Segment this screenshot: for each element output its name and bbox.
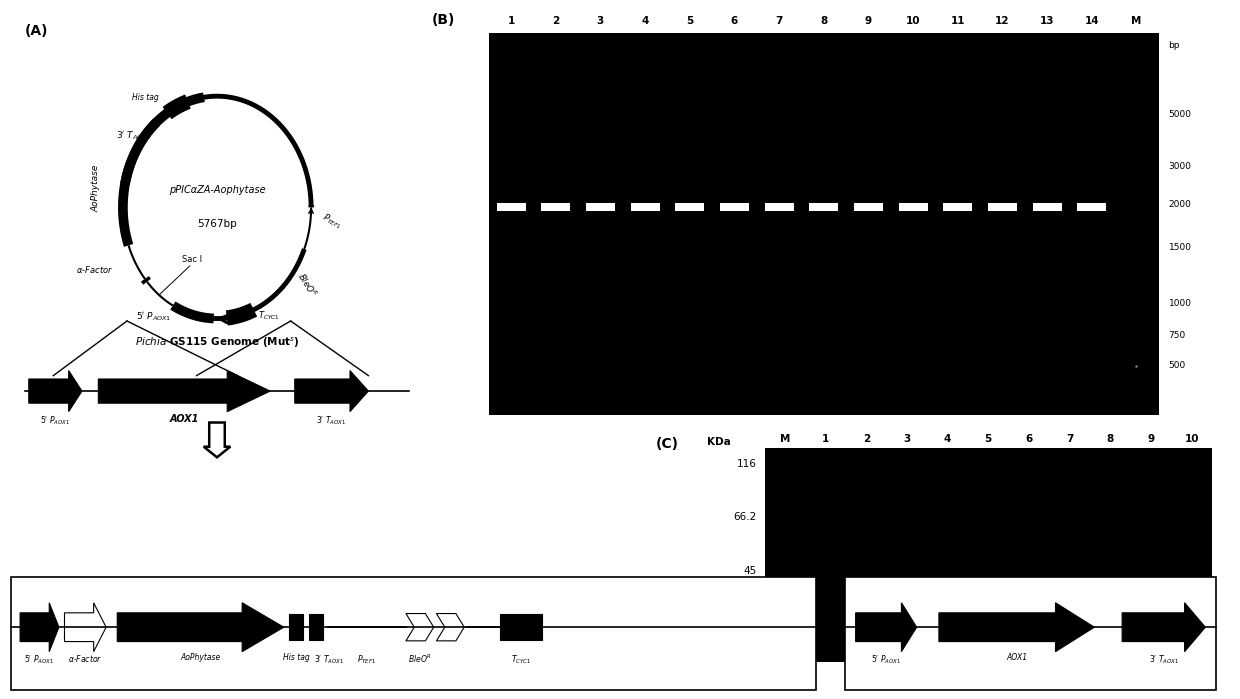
Text: KDa: KDa	[707, 437, 732, 447]
Bar	[289, 614, 304, 640]
Bar	[489, 33, 1158, 415]
Text: 9: 9	[864, 16, 872, 27]
Bar	[844, 577, 1216, 690]
Bar	[854, 203, 883, 211]
Text: 6: 6	[730, 16, 738, 27]
Text: (B): (B)	[432, 13, 455, 27]
Text: $P_{TEF1}$: $P_{TEF1}$	[320, 211, 345, 232]
Text: $\it{Pichia}$ GS115 Genome (Mut$^s$): $\it{Pichia}$ GS115 Genome (Mut$^s$)	[135, 336, 299, 350]
Text: $5'\ P_{AOX1}$: $5'\ P_{AOX1}$	[25, 653, 55, 665]
Text: 116: 116	[737, 459, 756, 469]
Bar	[1033, 203, 1061, 211]
Text: $P_{TEF1}$: $P_{TEF1}$	[357, 653, 377, 665]
Text: 2: 2	[552, 16, 559, 27]
Bar	[11, 577, 816, 690]
Text: 9: 9	[1147, 434, 1154, 444]
Text: 5: 5	[686, 16, 693, 27]
Polygon shape	[295, 370, 368, 412]
Bar	[899, 203, 928, 211]
Text: AOX1: AOX1	[170, 415, 198, 424]
Text: $T_{CYC1}$: $T_{CYC1}$	[258, 309, 280, 322]
Text: $3'\ T_{AOX1}$: $3'\ T_{AOX1}$	[314, 653, 345, 665]
Text: pPICαZA-Aophytase: pPICαZA-Aophytase	[169, 185, 265, 196]
Text: $T_{CYC1}$: $T_{CYC1}$	[511, 653, 532, 665]
Text: $\alpha$-Factor: $\alpha$-Factor	[68, 653, 103, 664]
Text: 500: 500	[1168, 361, 1185, 370]
Text: 1000: 1000	[1168, 299, 1192, 308]
Polygon shape	[20, 603, 60, 651]
Text: M: M	[1131, 16, 1142, 27]
Text: 4: 4	[641, 16, 649, 27]
Text: $5'\ P_{AOX1}$: $5'\ P_{AOX1}$	[872, 653, 901, 665]
Text: $3'\ T_{AOX1}$: $3'\ T_{AOX1}$	[115, 129, 151, 142]
Text: 66.2: 66.2	[733, 512, 756, 521]
Bar	[944, 203, 972, 211]
Polygon shape	[118, 603, 284, 651]
Text: 8: 8	[820, 16, 827, 27]
Text: 7: 7	[1066, 434, 1074, 444]
Text: 5000: 5000	[1168, 110, 1192, 119]
Text: 1: 1	[507, 16, 515, 27]
Bar	[988, 203, 1017, 211]
Text: $3'\ T_{AOX1}$: $3'\ T_{AOX1}$	[1148, 653, 1179, 665]
Bar	[500, 614, 542, 640]
Text: 5: 5	[985, 434, 992, 444]
Text: $5'\ P_{AOX1}$: $5'\ P_{AOX1}$	[41, 415, 71, 427]
Text: 6: 6	[1025, 434, 1033, 444]
Text: M: M	[780, 434, 790, 444]
Text: 14: 14	[1085, 16, 1099, 27]
Text: 750: 750	[1168, 331, 1185, 340]
Text: 1: 1	[822, 434, 830, 444]
Text: 3: 3	[596, 16, 604, 27]
Bar	[541, 203, 570, 211]
Text: 1500: 1500	[1168, 243, 1192, 252]
Text: $\alpha$-Factor: $\alpha$-Factor	[76, 264, 113, 275]
Polygon shape	[64, 603, 107, 651]
Text: His tag: His tag	[283, 653, 310, 662]
Bar	[585, 203, 615, 211]
Bar	[496, 203, 526, 211]
Text: 11: 11	[951, 16, 965, 27]
Text: 4: 4	[944, 434, 951, 444]
Text: 8: 8	[1106, 434, 1114, 444]
Text: $BleO^R$: $BleO^R$	[295, 271, 319, 299]
Bar	[309, 614, 322, 640]
Text: bp: bp	[1168, 41, 1180, 50]
Polygon shape	[856, 603, 916, 651]
Text: 13: 13	[1040, 16, 1054, 27]
Bar	[765, 203, 794, 211]
Text: AoPhytase: AoPhytase	[92, 164, 100, 212]
Text: 10: 10	[1184, 434, 1199, 444]
Text: $3'\ T_{AOX1}$: $3'\ T_{AOX1}$	[316, 415, 347, 427]
Text: 2: 2	[863, 434, 870, 444]
Text: 3: 3	[903, 434, 910, 444]
Text: $5'\ P_{AOX1}$: $5'\ P_{AOX1}$	[136, 311, 171, 323]
Text: 7: 7	[775, 16, 782, 27]
Bar	[1078, 203, 1106, 211]
Text: (A): (A)	[25, 24, 48, 38]
Bar	[631, 203, 660, 211]
Bar	[676, 203, 704, 211]
Polygon shape	[939, 603, 1095, 651]
Bar	[810, 203, 838, 211]
FancyArrow shape	[203, 422, 231, 457]
Text: 3000: 3000	[1168, 161, 1192, 171]
Text: 5767bp: 5767bp	[197, 219, 237, 229]
Text: 45: 45	[743, 566, 756, 576]
Text: Sac I: Sac I	[182, 254, 202, 264]
Text: His tag: His tag	[133, 93, 159, 102]
Text: (C): (C)	[656, 437, 678, 451]
Text: $BleO^R$: $BleO^R$	[408, 653, 432, 665]
Text: AOX1: AOX1	[1006, 653, 1027, 662]
Polygon shape	[1122, 603, 1205, 651]
Text: 10: 10	[906, 16, 920, 27]
Polygon shape	[98, 370, 270, 412]
Text: 2000: 2000	[1168, 200, 1192, 209]
Text: 35: 35	[743, 612, 756, 621]
Polygon shape	[29, 370, 82, 412]
Bar	[720, 203, 749, 211]
Text: 12: 12	[996, 16, 1009, 27]
Text: AoPhytase: AoPhytase	[180, 653, 221, 662]
Bar	[765, 447, 1211, 661]
